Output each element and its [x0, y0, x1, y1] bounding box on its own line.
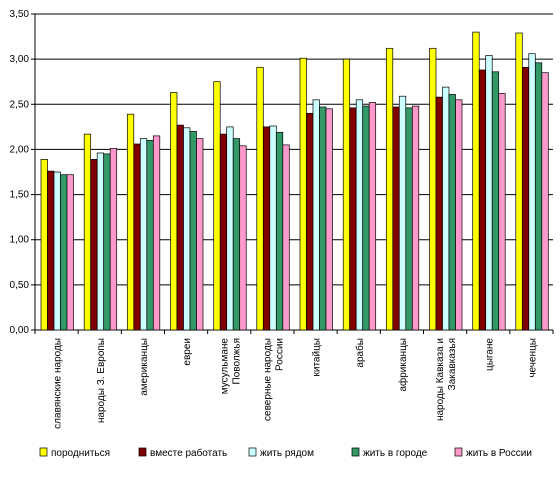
x-tick-label: Закавказья [447, 338, 458, 390]
bar [183, 127, 191, 331]
bar [411, 105, 420, 331]
bar [269, 125, 277, 331]
x-tick-label: китайцы [312, 338, 323, 377]
bar [342, 58, 351, 331]
bar [491, 71, 500, 331]
bar [355, 99, 364, 331]
bar [133, 143, 141, 331]
bar [90, 159, 98, 331]
bar [232, 138, 241, 331]
y-tick-label: 1,00 [10, 235, 30, 246]
x-tick-label: американцы [139, 338, 150, 396]
bar [275, 131, 284, 331]
bar [282, 144, 290, 331]
x-tick-label: евреи [182, 338, 193, 366]
bar [398, 95, 407, 331]
bar [435, 96, 443, 331]
y-tick-label: 3,50 [10, 9, 30, 20]
legend-swatch [248, 447, 257, 457]
y-tick-label: 1,50 [10, 190, 30, 201]
x-tick-label: народы З. Европы [96, 338, 107, 423]
bar [392, 106, 400, 331]
y-tick-label: 2,50 [10, 99, 30, 110]
x-tick-label: африканцы [397, 338, 409, 392]
x-tick-label: северные народы [262, 338, 273, 421]
bar [139, 138, 148, 331]
y-tick-label: 2,00 [10, 144, 30, 155]
bar [152, 135, 161, 331]
x-tick-label: России [274, 338, 285, 371]
bar [306, 112, 314, 331]
bar [319, 106, 327, 331]
bar [515, 32, 523, 331]
x-tick-label: народы Кавказа и [435, 338, 446, 421]
legend-swatch [454, 447, 463, 457]
bar [40, 159, 48, 331]
bar [485, 55, 493, 331]
x-tick-label: Поволжья [231, 338, 242, 384]
bar [146, 140, 154, 331]
bar [109, 148, 118, 331]
bar [368, 102, 377, 331]
bar [226, 126, 234, 331]
bar [213, 81, 221, 331]
legend-swatch [351, 447, 360, 457]
bar [189, 131, 197, 331]
legend-label: жить в России [466, 448, 532, 459]
legend-label: породниться [51, 448, 110, 459]
legend-swatch [138, 447, 147, 457]
bar [448, 94, 456, 331]
x-tick-label: славянские народы [53, 338, 64, 429]
bar [362, 105, 370, 331]
bar [83, 133, 92, 331]
x-tick-label: арабы [354, 338, 366, 368]
bar [256, 66, 264, 331]
legend-label: жить в городе [363, 448, 428, 459]
bar [103, 153, 111, 331]
bar [455, 99, 463, 331]
bar [170, 92, 178, 331]
x-tick-label: чеченцы [527, 338, 538, 378]
bar [534, 62, 543, 331]
bar [325, 108, 333, 331]
bar [219, 133, 228, 331]
bar [541, 72, 549, 331]
bar [442, 86, 450, 331]
bar [262, 126, 271, 331]
bar [96, 152, 105, 331]
bar [478, 69, 487, 331]
x-tick-label: цыгане [484, 338, 495, 371]
y-tick-label: 0,00 [10, 325, 30, 336]
bar [299, 57, 307, 331]
bar [196, 138, 204, 331]
bar [176, 124, 184, 331]
bar [405, 107, 413, 331]
bar [429, 47, 437, 331]
bar [521, 66, 530, 331]
bar [60, 174, 68, 331]
bar [498, 93, 506, 331]
legend-label: вместе работать [150, 447, 227, 459]
bar [66, 174, 74, 331]
legend-label: жить рядом [260, 448, 314, 459]
legend-swatch [39, 447, 48, 457]
y-tick-label: 3,00 [10, 54, 30, 65]
bar [312, 99, 320, 331]
y-tick-label: 0,50 [10, 280, 30, 291]
bar [47, 170, 55, 331]
bar [472, 31, 480, 331]
x-tick-label: мусульмане [219, 338, 230, 395]
bar [53, 171, 61, 331]
bar [349, 107, 357, 331]
bar [126, 113, 135, 331]
bar [385, 47, 394, 331]
bar [239, 145, 247, 331]
bar [528, 53, 536, 331]
